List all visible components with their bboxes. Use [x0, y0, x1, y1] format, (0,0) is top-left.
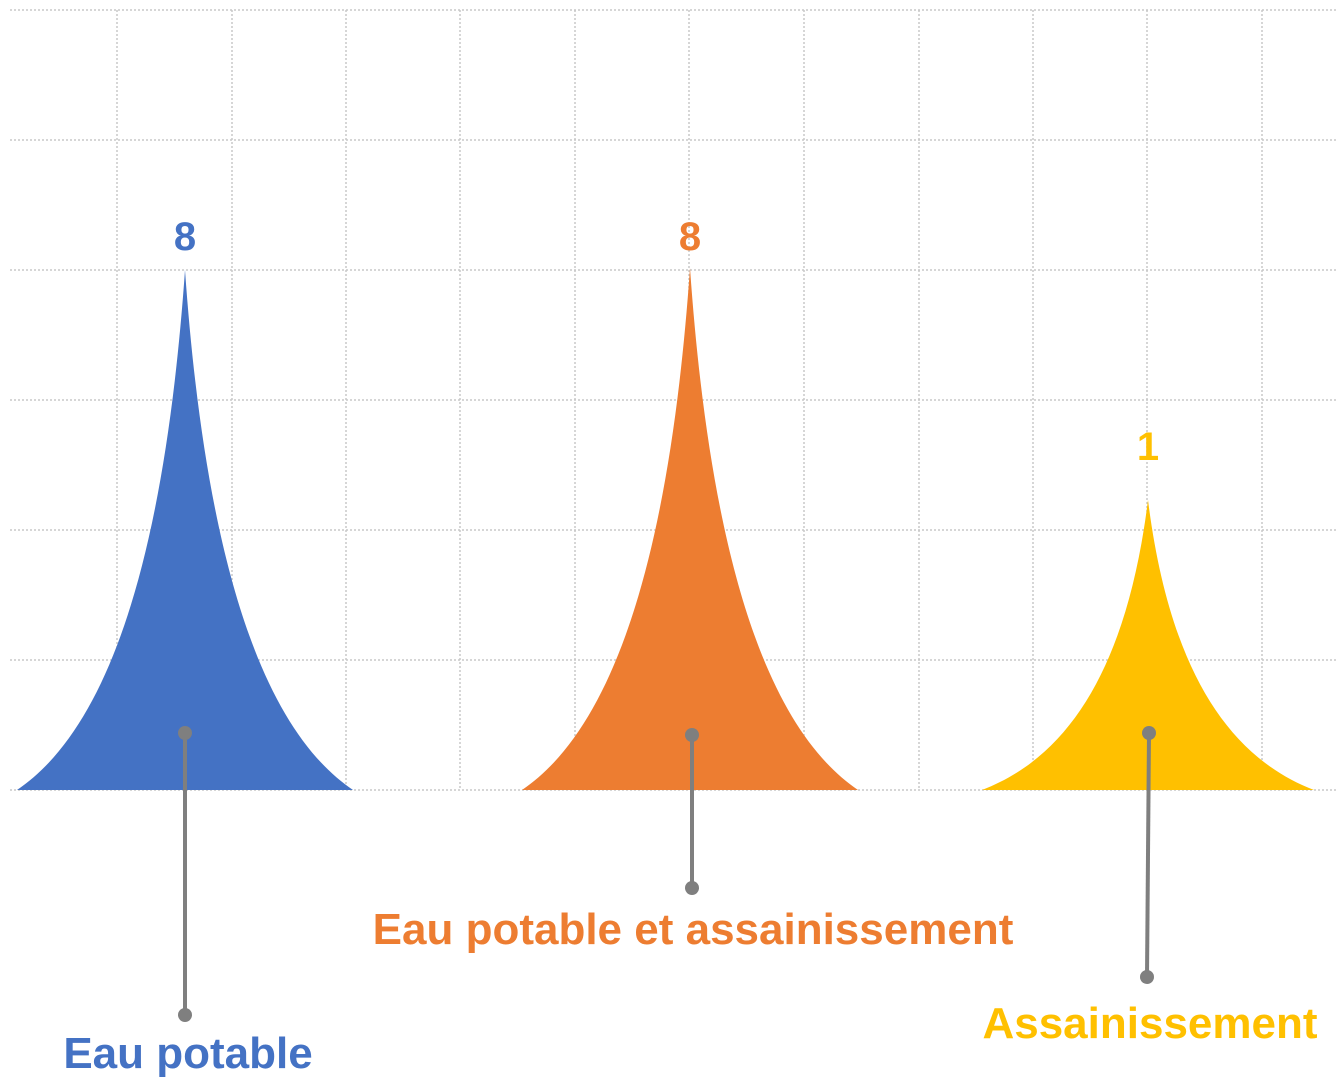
leader-dot-bottom-1: [178, 1008, 192, 1022]
leader-dot-bottom-2: [685, 881, 699, 895]
category-label-2: Eau potable et assainissement: [373, 905, 1014, 954]
bar-2: [522, 268, 858, 790]
data-label-2: 8: [679, 215, 701, 259]
leader-dot-top-1: [178, 726, 192, 740]
bar-3: [982, 500, 1314, 790]
bars: [17, 268, 1314, 790]
category-label-1: Eau potable: [63, 1029, 312, 1078]
leader-dot-top-2: [685, 728, 699, 742]
labels: 8 8 1 Eau potable Eau potable et assainissem…: [63, 215, 1318, 1078]
data-label-1: 8: [174, 215, 196, 259]
category-label-3: Assainissement: [982, 999, 1317, 1048]
data-label-3: 1: [1137, 425, 1159, 469]
leader-dot-bottom-3: [1140, 970, 1154, 984]
leader-dot-top-3: [1142, 726, 1156, 740]
leader-lines: [178, 726, 1156, 1022]
leader-line-3: [1145, 732, 1151, 978]
bar-1: [17, 270, 353, 790]
